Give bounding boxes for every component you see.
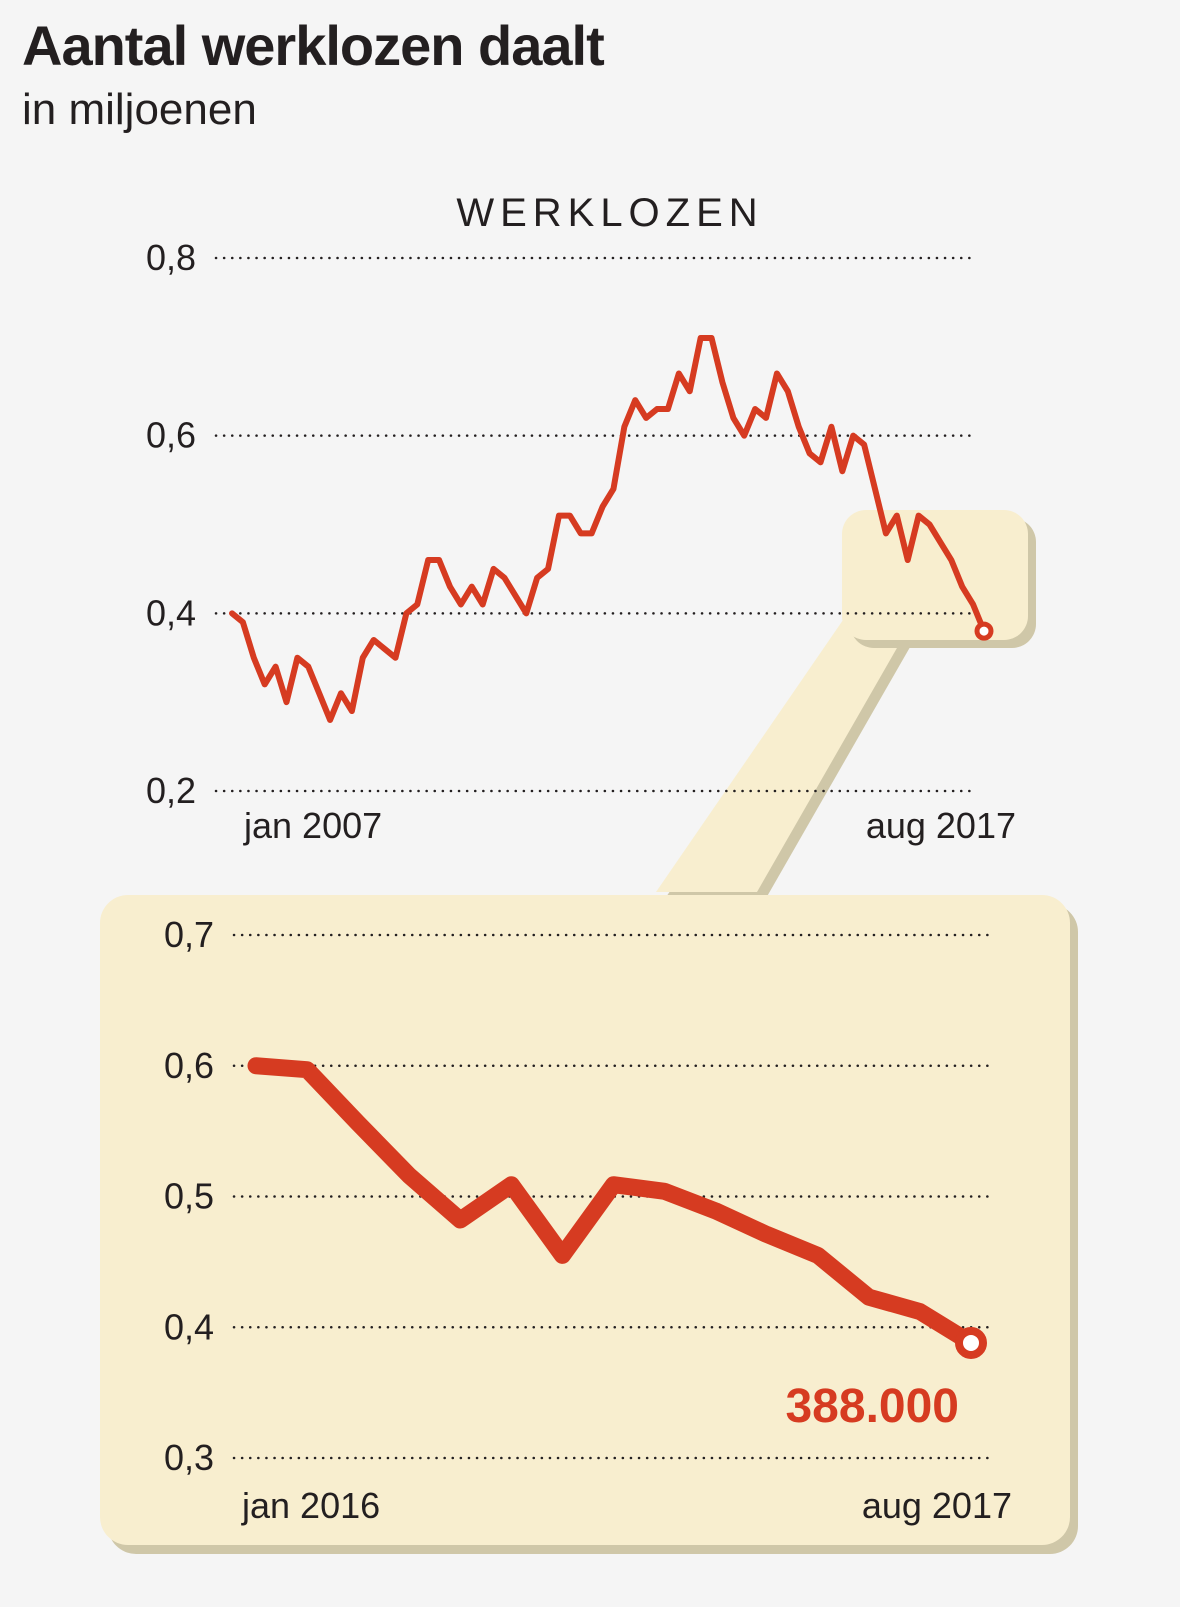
- chart-title: Aantal werklozen daalt: [22, 14, 605, 77]
- highlight-box: [842, 510, 1028, 640]
- top-series-line: [229, 334, 987, 723]
- y-tick-label: 0,6: [146, 415, 196, 456]
- chart-subtitle: in miljoenen: [22, 85, 257, 134]
- y-tick-label: 0,5: [164, 1176, 214, 1217]
- top-y-axis: 0,8 0,6 0,4 0,2: [146, 237, 196, 811]
- detail-series-line: [247, 1057, 980, 1352]
- top-end-marker: [974, 621, 994, 641]
- y-tick-label: 0,8: [146, 237, 196, 278]
- y-tick-label: 0,2: [146, 770, 196, 811]
- y-tick-label: 0,4: [164, 1306, 214, 1347]
- connector-band: [656, 620, 913, 892]
- y-tick-label: 0,4: [146, 592, 196, 633]
- y-tick-label: 0,6: [164, 1045, 214, 1086]
- y-tick-label: 0,3: [164, 1437, 214, 1478]
- top-x-start-label: jan 2007: [243, 805, 382, 846]
- top-x-end-label: aug 2017: [866, 805, 1016, 846]
- last-value-label: 388.000: [785, 1380, 959, 1433]
- y-tick-label: 0,7: [164, 914, 214, 955]
- detail-end-marker: [955, 1326, 987, 1359]
- detail-x-start-label: jan 2016: [241, 1485, 380, 1526]
- series-label: WERKLOZEN: [456, 191, 763, 235]
- detail-x-end-label: aug 2017: [862, 1485, 1012, 1526]
- detail-y-axis: 0,7 0,6 0,5 0,4 0,3: [164, 914, 214, 1478]
